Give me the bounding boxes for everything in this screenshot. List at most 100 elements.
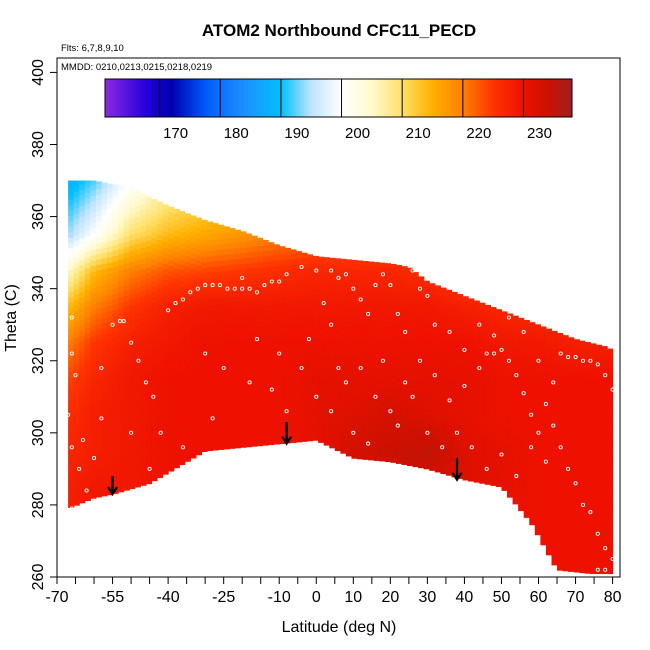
- heatmap-cell: [407, 303, 414, 310]
- heatmap-cell: [368, 270, 375, 277]
- heatmap-cell: [140, 344, 147, 351]
- heatmap-cell: [423, 376, 430, 383]
- heatmap-cell: [534, 513, 541, 520]
- heatmap-cell: [395, 441, 403, 448]
- heatmap-cell: [68, 247, 75, 254]
- heatmap-cell: [273, 319, 280, 326]
- heatmap-cell: [257, 256, 264, 263]
- heatmap-cell: [268, 433, 275, 440]
- heatmap-cell: [145, 434, 153, 441]
- heatmap-cell: [201, 418, 208, 425]
- heatmap-cell: [457, 353, 464, 360]
- heatmap-cell: [312, 321, 319, 328]
- heatmap-cell: [229, 345, 236, 352]
- heatmap-cell: [190, 360, 197, 367]
- heatmap-cell: [607, 503, 614, 510]
- heatmap-cell: [157, 358, 164, 365]
- heatmap-cell: [90, 417, 97, 424]
- heatmap-cell: [307, 343, 314, 350]
- heatmap-cell: [68, 318, 75, 325]
- heatmap-cell: [173, 402, 180, 409]
- heatmap-cell: [184, 239, 191, 246]
- heatmap-cell: [401, 448, 408, 455]
- heatmap-cell: [162, 214, 169, 221]
- heatmap-cell: [190, 268, 197, 275]
- heatmap-cell: [101, 214, 108, 221]
- heatmap-cell: [118, 443, 125, 450]
- heatmap-cell: [179, 269, 186, 276]
- heatmap-cell: [523, 425, 530, 432]
- heatmap-cell: [195, 319, 203, 326]
- heatmap-cell: [562, 338, 569, 345]
- heatmap-cell: [229, 442, 236, 449]
- heatmap-cell: [312, 299, 319, 306]
- heatmap-cell: [123, 365, 130, 372]
- heatmap-cell: [101, 398, 108, 405]
- observation-point: [573, 355, 578, 360]
- heatmap-cell: [473, 427, 480, 434]
- heatmap-cell: [523, 403, 530, 410]
- heatmap-cell: [434, 396, 441, 403]
- heatmap-cell: [218, 319, 225, 326]
- heatmap-cell: [201, 240, 208, 247]
- heatmap-cell: [262, 288, 269, 295]
- heatmap-cell: [323, 257, 330, 262]
- heatmap-cell: [434, 320, 441, 327]
- heatmap-cell: [540, 506, 547, 513]
- heatmap-cell: [551, 467, 558, 474]
- heatmap-cell: [462, 404, 469, 411]
- heatmap-cell: [518, 499, 525, 506]
- heatmap-cell: [184, 234, 191, 241]
- heatmap-cell: [234, 426, 241, 433]
- heatmap-cell: [557, 537, 564, 544]
- heatmap-cell: [84, 316, 91, 323]
- heatmap-cell: [590, 422, 597, 429]
- heatmap-cell: [151, 437, 158, 444]
- heatmap-cell: [95, 242, 103, 249]
- heatmap-cell: [195, 449, 203, 456]
- heatmap-cell: [584, 551, 591, 558]
- heatmap-cell: [195, 238, 203, 245]
- heatmap-cell: [157, 255, 164, 262]
- heatmap-cell: [145, 397, 153, 404]
- heatmap-cell: [73, 180, 80, 187]
- heatmap-cell: [284, 275, 291, 282]
- heatmap-cell: [568, 484, 575, 491]
- heatmap-cell: [457, 321, 464, 328]
- heatmap-cell: [401, 421, 408, 428]
- heatmap-cell: [79, 383, 86, 390]
- heatmap-cell: [234, 290, 241, 297]
- heatmap-cell: [368, 302, 375, 309]
- heatmap-cell: [534, 421, 541, 428]
- heatmap-cell: [68, 458, 75, 465]
- heatmap-cell: [90, 471, 97, 478]
- heatmap-cell: [523, 409, 530, 416]
- heatmap-cell: [134, 362, 141, 369]
- heatmap-cell: [279, 254, 286, 261]
- heatmap-cell: [234, 269, 241, 276]
- heatmap-cell: [557, 375, 564, 382]
- heatmap-cell: [184, 353, 191, 360]
- heatmap-cell: [229, 248, 236, 255]
- heatmap-cell: [190, 263, 197, 270]
- heatmap-cell: [84, 451, 91, 458]
- heatmap-cell: [212, 439, 219, 446]
- heatmap-cell: [584, 475, 591, 482]
- heatmap-cell: [145, 456, 153, 463]
- heatmap-cell: [595, 535, 603, 542]
- heatmap-cell: [573, 431, 580, 438]
- heatmap-cell: [140, 360, 147, 367]
- heatmap-cell: [523, 441, 530, 448]
- heatmap-cell: [373, 325, 380, 332]
- heatmap-cell: [207, 244, 214, 251]
- heatmap-cell: [329, 372, 336, 379]
- heatmap-cell: [134, 275, 141, 282]
- heatmap-cell: [562, 413, 569, 420]
- heatmap-cell: [340, 447, 347, 454]
- heatmap-cell: [573, 501, 580, 508]
- heatmap-cell: [229, 228, 236, 233]
- heatmap-cell: [290, 339, 297, 346]
- heatmap-cell: [451, 319, 458, 326]
- heatmap-cell: [218, 227, 225, 234]
- heatmap-cell: [201, 332, 208, 339]
